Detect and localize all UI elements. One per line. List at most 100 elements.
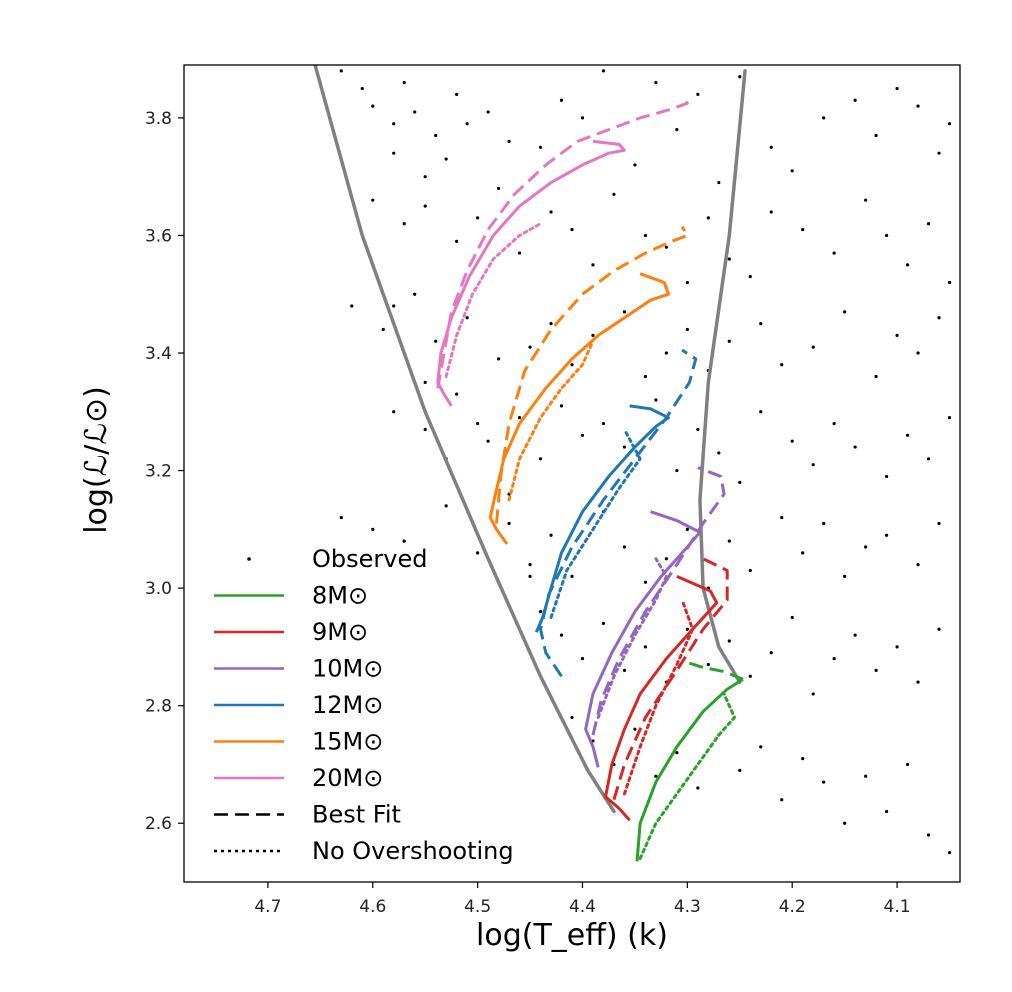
boundary-line-right xyxy=(698,69,747,684)
observed-point xyxy=(937,151,941,155)
observed-point xyxy=(559,98,564,102)
legend-label-best-fit: Best Fit xyxy=(312,801,401,829)
observed-point xyxy=(748,568,752,573)
observed-point xyxy=(853,633,857,637)
observed-point xyxy=(643,374,648,379)
x-tick-label: 4.4 xyxy=(569,897,596,917)
observed-point xyxy=(843,310,847,314)
observed-point xyxy=(843,821,847,825)
x-tick-label: 4.2 xyxy=(779,897,806,917)
legend-label-no-overshooting: No Overshooting xyxy=(312,837,514,865)
instability-strip-boundaries xyxy=(313,65,747,814)
observed-point xyxy=(874,133,878,138)
observed-point xyxy=(423,204,427,208)
observed-point xyxy=(822,780,826,784)
observed-point xyxy=(601,621,606,625)
observed-point xyxy=(937,316,941,320)
observed-point xyxy=(476,551,480,555)
legend-label-9m: 9M⊙ xyxy=(312,618,368,646)
y-tick-label: 3.2 xyxy=(145,462,172,482)
x-tick-label: 4.7 xyxy=(254,897,281,917)
legend-marker-observed xyxy=(247,557,251,561)
observed-point xyxy=(559,404,564,408)
y-tick-label: 3.8 xyxy=(145,109,172,129)
observed-point xyxy=(580,116,585,120)
observed-point xyxy=(685,280,689,285)
observed-point xyxy=(916,563,920,567)
observed-point xyxy=(591,263,595,267)
legend: Observed 8M⊙ 9M⊙ 10M⊙ 12M⊙ 15M⊙ 20M⊙ Best Fit No… xyxy=(214,545,514,865)
observed-point xyxy=(790,169,794,173)
observed-point xyxy=(549,322,553,326)
observed-point xyxy=(801,756,805,761)
x-tick-label: 4.1 xyxy=(884,897,911,917)
observed-point xyxy=(465,316,469,320)
observed-point xyxy=(570,363,574,367)
observed-point xyxy=(675,468,679,473)
observed-point xyxy=(822,116,826,120)
observed-points xyxy=(339,69,952,855)
x-tick-label: 4.5 xyxy=(464,897,491,917)
observed-point xyxy=(916,104,920,108)
track-15msun-dotted xyxy=(507,339,595,502)
observed-point xyxy=(822,521,826,526)
observed-point xyxy=(517,251,522,255)
observed-point xyxy=(455,92,459,96)
observed-point xyxy=(549,533,553,537)
observed-point xyxy=(905,263,910,267)
observed-point xyxy=(392,304,396,308)
observed-point xyxy=(738,768,742,772)
legend-label-observed: Observed xyxy=(312,545,427,573)
observed-point xyxy=(654,398,658,402)
observed-point xyxy=(937,627,941,631)
track-9msun-dotted xyxy=(622,598,695,796)
observed-point xyxy=(633,163,637,167)
legend-label-12m: 12M⊙ xyxy=(312,691,383,719)
observed-point xyxy=(559,633,564,637)
observed-point xyxy=(675,128,679,132)
observed-point xyxy=(444,504,448,508)
observed-point xyxy=(905,762,910,767)
observed-point xyxy=(685,627,689,631)
observed-point xyxy=(570,574,574,578)
observed-point xyxy=(727,339,731,343)
observed-point xyxy=(895,333,899,337)
observed-point xyxy=(738,75,742,79)
observed-point xyxy=(790,615,794,620)
legend-label-8m: 8M⊙ xyxy=(312,582,368,610)
observed-point xyxy=(759,322,763,326)
observed-point xyxy=(476,421,480,426)
track-10msun-dotted xyxy=(596,557,668,719)
observed-point xyxy=(780,798,784,802)
observed-point xyxy=(371,198,375,202)
observed-point xyxy=(486,110,490,114)
observed-point xyxy=(517,416,522,420)
boundary-line-left xyxy=(313,65,616,814)
observed-point xyxy=(455,239,459,243)
observed-point xyxy=(402,539,406,543)
observed-point xyxy=(832,421,836,426)
observed-point xyxy=(455,392,459,396)
observed-point xyxy=(392,151,396,155)
observed-point xyxy=(947,416,952,420)
observed-point xyxy=(339,69,343,73)
track-8msun-solid xyxy=(635,677,744,862)
observed-point xyxy=(538,145,543,149)
observed-point xyxy=(874,374,878,379)
observed-point xyxy=(413,110,417,114)
observed-point xyxy=(685,527,689,531)
observed-point xyxy=(612,192,616,196)
plot-frame xyxy=(183,64,961,883)
observed-point xyxy=(622,310,627,314)
observed-point xyxy=(706,662,710,667)
observed-point xyxy=(360,86,364,91)
observed-point xyxy=(528,563,532,567)
y-axis-label: log(ℒ/ℒ⊙) xyxy=(79,386,114,534)
legend-label-20m: 20M⊙ xyxy=(312,764,383,792)
observed-point xyxy=(947,280,952,285)
observed-point xyxy=(402,222,406,226)
track-8msun-dotted xyxy=(638,692,737,860)
observed-point xyxy=(507,521,511,526)
observed-point xyxy=(748,674,752,678)
